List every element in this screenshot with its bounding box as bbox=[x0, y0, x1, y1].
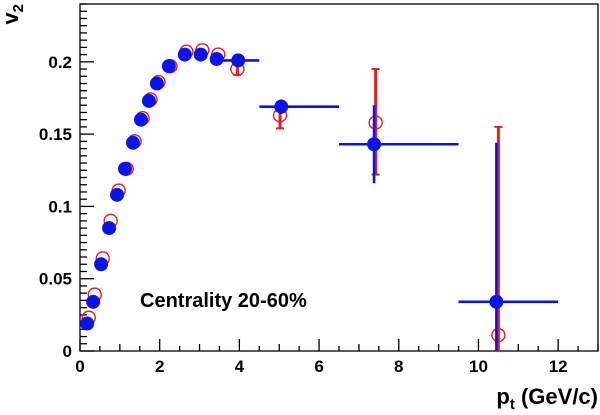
data-point-filled bbox=[231, 53, 246, 68]
x-axis-tick-labels: 0 2 4 6 8 10 12 bbox=[75, 357, 567, 376]
data-point-open bbox=[491, 327, 506, 343]
centrality-annotation: Centrality 20-60% bbox=[140, 290, 307, 312]
data-point-filled bbox=[110, 187, 125, 202]
data-point-filled bbox=[367, 137, 382, 152]
x-tick-label: 10 bbox=[469, 357, 488, 376]
data-point-filled bbox=[149, 76, 164, 91]
y-tick-label: 0.2 bbox=[48, 53, 72, 72]
y-tick-label: 0.15 bbox=[39, 125, 72, 144]
data-point-filled bbox=[118, 161, 133, 176]
x-tick-label: 12 bbox=[549, 357, 568, 376]
x-axis-title-main: p bbox=[496, 384, 509, 409]
x-tick-label: 2 bbox=[155, 357, 164, 376]
y-tick-label: 0.1 bbox=[48, 197, 72, 216]
x-tick-label: 6 bbox=[314, 357, 323, 376]
x-tick-label: 8 bbox=[394, 357, 403, 376]
data-point-filled bbox=[141, 93, 156, 108]
y-axis-title-subscript: 2 bbox=[10, 4, 27, 12]
data-point-filled bbox=[209, 51, 224, 66]
y-axis-tick-labels: 0 0.05 0.1 0.15 0.2 bbox=[39, 53, 72, 361]
y-axis-title: v2 bbox=[0, 4, 27, 25]
data-point-filled bbox=[86, 294, 101, 309]
data-point-filled bbox=[133, 112, 148, 127]
data-point-filled bbox=[161, 59, 176, 74]
y-tick-label: 0 bbox=[63, 342, 72, 361]
x-axis-title-unit: (GeV/c) bbox=[515, 384, 598, 409]
data-point-filled bbox=[193, 47, 208, 62]
x-axis-ticks bbox=[79, 339, 599, 351]
x-axis-title: pt (GeV/c) bbox=[496, 384, 598, 413]
data-point-filled bbox=[94, 257, 109, 272]
data-point-filled bbox=[125, 135, 140, 150]
x-tick-label: 0 bbox=[75, 357, 84, 376]
data-point-filled bbox=[177, 47, 192, 62]
data-point-filled bbox=[80, 316, 95, 331]
x-tick-label: 4 bbox=[235, 357, 245, 376]
data-point-filled bbox=[102, 221, 117, 236]
y-axis-ticks bbox=[80, 3, 94, 352]
data-point-filled bbox=[274, 99, 289, 114]
filled-series bbox=[80, 47, 559, 351]
y-axis-title-main: v bbox=[0, 12, 23, 25]
x-axis-title-subscript: t bbox=[510, 396, 515, 413]
data-point-filled bbox=[489, 294, 504, 309]
y-tick-label: 0.05 bbox=[39, 270, 72, 289]
data-series bbox=[80, 43, 559, 352]
data-point-open bbox=[368, 115, 383, 130]
